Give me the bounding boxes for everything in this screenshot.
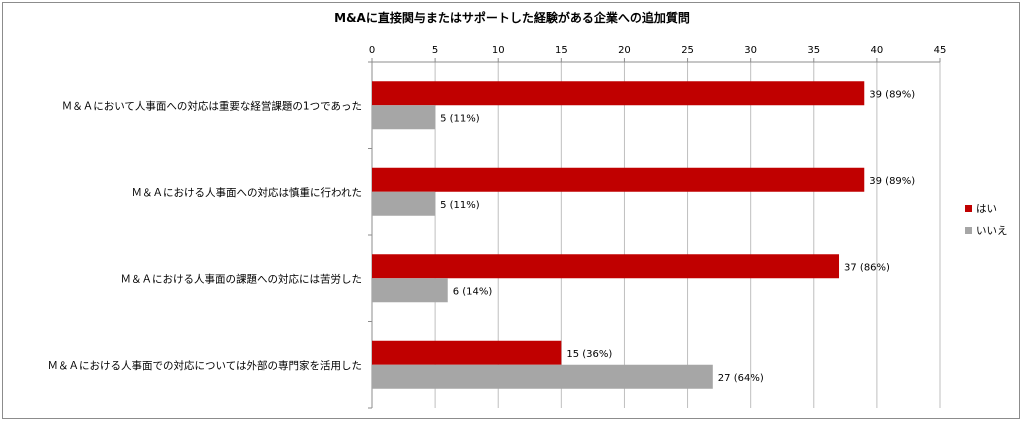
data-label: 15 (36%) bbox=[566, 349, 612, 360]
x-tick-label: 0 bbox=[369, 45, 375, 56]
bar bbox=[372, 254, 840, 279]
bar bbox=[372, 167, 865, 192]
bars: 39 (89%) 5 (11%) 39 (89%) 5 (11%) 37 (86%) 6 … bbox=[372, 81, 915, 389]
legend-label: はい bbox=[976, 203, 997, 215]
bar bbox=[372, 105, 436, 130]
x-tick-label: 30 bbox=[744, 45, 757, 56]
data-label: 37 (86%) bbox=[844, 262, 890, 273]
x-tick-label: 25 bbox=[681, 45, 694, 56]
data-label: 27 (64%) bbox=[718, 373, 764, 384]
x-tick-label: 10 bbox=[492, 45, 505, 56]
bar bbox=[372, 364, 713, 389]
x-tick-label: 15 bbox=[555, 45, 568, 56]
category-labels: Ｍ＆Ａにおいて人事面への対応は重要な経営課題の1つであった Ｍ＆Ａにおける人事面へ… bbox=[48, 99, 362, 372]
x-tick-label: 20 bbox=[618, 45, 631, 56]
bar bbox=[372, 340, 562, 365]
bar bbox=[372, 191, 436, 216]
data-label: 5 (11%) bbox=[440, 200, 480, 211]
legend-swatch bbox=[965, 205, 972, 212]
bar bbox=[372, 278, 448, 303]
category-label: Ｍ＆Ａにおける人事面の課題への対応には苦労した bbox=[121, 272, 363, 285]
data-label: 39 (89%) bbox=[869, 176, 915, 187]
data-label: 39 (89%) bbox=[869, 89, 915, 100]
x-axis: 0 5 10 15 20 25 30 35 40 45 bbox=[368, 45, 947, 409]
data-label: 6 (14%) bbox=[453, 286, 493, 297]
x-tick-label: 40 bbox=[871, 45, 884, 56]
category-label: Ｍ＆Ａにおける人事面への対応は慎重に行われた bbox=[132, 186, 362, 199]
category-label: Ｍ＆Ａにおける人事面での対応については外部の専門家を活用した bbox=[48, 359, 362, 372]
legend-swatch bbox=[965, 227, 972, 234]
category-label: Ｍ＆Ａにおいて人事面への対応は重要な経営課題の1つであった bbox=[62, 99, 362, 112]
legend-label: いいえ bbox=[976, 225, 1008, 237]
x-tick-label: 35 bbox=[807, 45, 820, 56]
x-tick-label: 45 bbox=[934, 45, 947, 56]
data-label: 5 (11%) bbox=[440, 113, 480, 124]
x-tick-label: 5 bbox=[432, 45, 438, 56]
bar bbox=[372, 81, 865, 106]
chart-title: M&Aに直接関与またはサポートした経験がある企業への追加質問 bbox=[334, 10, 690, 25]
